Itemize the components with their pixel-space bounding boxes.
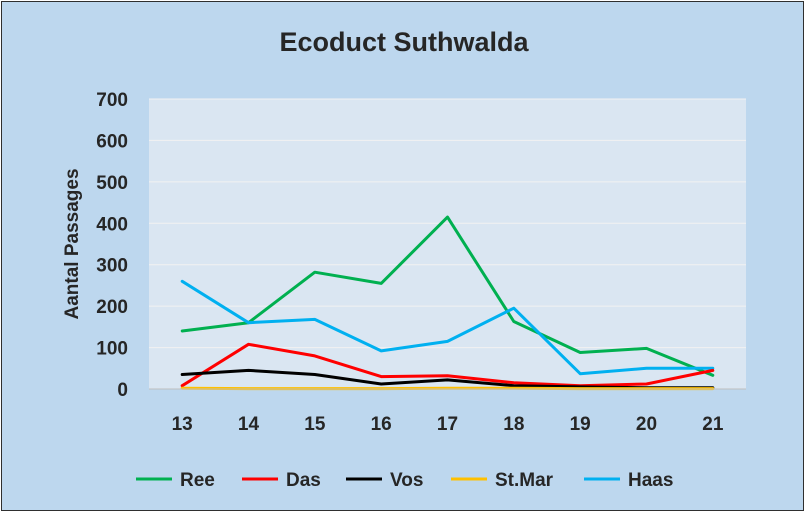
y-tick-label: 200 — [96, 297, 128, 318]
y-tick-label: 700 — [96, 90, 128, 111]
legend: Ree Das Vos St.Mar Haas — [136, 470, 673, 491]
x-tick-label: 18 — [503, 414, 524, 435]
x-tick-label: 20 — [636, 414, 657, 435]
plot-area — [149, 99, 746, 389]
series-line-das — [180, 342, 715, 388]
legend-label-das: Das — [286, 470, 321, 491]
legend-label-haas: Haas — [628, 470, 673, 491]
y-axis-ticks: 0 100 200 300 400 500 600 700 — [96, 90, 128, 401]
x-axis-ticks: 13 14 15 16 17 18 19 20 21 — [172, 414, 724, 435]
legend-label-st-mar: St.Mar — [495, 470, 554, 491]
y-tick-label: 500 — [96, 173, 128, 194]
y-tick-label: 100 — [96, 339, 128, 360]
legend-label-vos: Vos — [390, 470, 423, 491]
y-axis-title: Aantal Passages — [62, 168, 83, 319]
y-tick-label: 300 — [96, 256, 128, 277]
chart-title: Ecoduct Suthwalda — [279, 27, 529, 57]
y-tick-label: 400 — [96, 214, 128, 235]
series-line-ree — [180, 215, 715, 377]
series-line-haas — [180, 279, 715, 376]
x-tick-label: 15 — [304, 414, 326, 435]
x-tick-label: 16 — [371, 414, 392, 435]
x-tick-label: 13 — [172, 414, 193, 435]
y-tick-label: 600 — [96, 131, 128, 152]
x-tick-label: 14 — [238, 414, 260, 435]
x-tick-label: 19 — [570, 414, 591, 435]
x-tick-label: 21 — [702, 414, 724, 435]
gridlines — [149, 98, 746, 349]
legend-label-ree: Ree — [180, 470, 215, 491]
x-tick-label: 17 — [437, 414, 458, 435]
y-tick-label: 0 — [117, 380, 128, 401]
